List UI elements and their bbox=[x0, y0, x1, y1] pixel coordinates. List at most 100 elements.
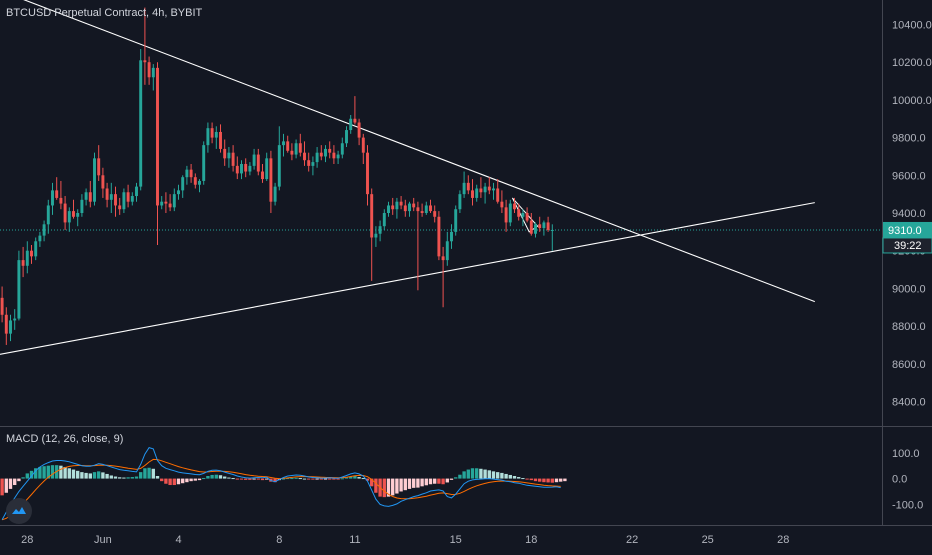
candle-body bbox=[177, 190, 180, 195]
macd-hist-bar bbox=[311, 478, 315, 480]
macd-hist-bar bbox=[92, 472, 97, 479]
macd-hist-bar bbox=[412, 478, 416, 488]
macd-hist-bar bbox=[550, 478, 554, 483]
candle-body bbox=[504, 207, 508, 223]
candle-body bbox=[374, 233, 378, 238]
candle-body bbox=[307, 160, 311, 166]
macd-hist-bar bbox=[500, 472, 504, 479]
candle-body bbox=[483, 186, 487, 193]
candle-body bbox=[189, 169, 193, 178]
price-tick-label: 9800.0 bbox=[892, 133, 926, 145]
macd-hist-bar bbox=[512, 476, 517, 479]
macd-pane bbox=[0, 447, 567, 521]
macd-hist-bar bbox=[76, 470, 80, 479]
candle-body bbox=[256, 154, 260, 172]
macd-hist-bar bbox=[4, 478, 8, 493]
candle-body bbox=[151, 67, 155, 78]
trendlines[interactable] bbox=[0, 0, 815, 355]
trendline[interactable] bbox=[0, 0, 815, 303]
candle-body bbox=[63, 203, 67, 223]
macd-hist-bar bbox=[458, 474, 462, 479]
price-tick-label: 8400.0 bbox=[892, 396, 926, 408]
candle-body bbox=[303, 152, 306, 161]
macd-hist-bar bbox=[8, 478, 13, 489]
macd-hist-bar bbox=[470, 468, 475, 479]
candle-body bbox=[231, 152, 235, 166]
macd-hist-bar bbox=[328, 478, 332, 480]
macd-hist-bar bbox=[559, 478, 563, 482]
time-tick-label: 11 bbox=[349, 534, 360, 546]
candle-body bbox=[156, 67, 159, 206]
candle-body bbox=[67, 211, 71, 223]
macd-hist-bar bbox=[97, 471, 101, 479]
candle-body bbox=[122, 192, 126, 210]
chart-title: BTCUSD Perpetual Contract, 4h, BYBIT bbox=[6, 7, 203, 19]
macd-hist-bar bbox=[416, 478, 420, 488]
candle-body bbox=[269, 158, 273, 202]
candle-body bbox=[118, 205, 122, 210]
candle-body bbox=[139, 60, 143, 187]
countdown-value: 39:22 bbox=[894, 240, 922, 252]
macd-hist-bar bbox=[479, 468, 483, 479]
candle-body bbox=[55, 190, 59, 198]
candle-body bbox=[328, 148, 332, 153]
candle-body bbox=[193, 177, 197, 185]
macd-hist-bar bbox=[424, 478, 428, 486]
macd-hist-bar bbox=[197, 478, 202, 481]
macd-hist-bar bbox=[88, 473, 92, 479]
time-tick-label: 4 bbox=[175, 534, 181, 546]
macd-hist-bar bbox=[164, 478, 168, 484]
candle-body bbox=[160, 201, 164, 206]
candle-body bbox=[525, 213, 529, 221]
candle-body bbox=[202, 145, 206, 181]
price-tick-label: 9400.0 bbox=[892, 208, 926, 220]
macd-hist-bar bbox=[202, 478, 206, 480]
macd-hist-bar bbox=[365, 478, 370, 481]
time-tick-label: 28 bbox=[21, 534, 33, 546]
candle-series bbox=[0, 7, 554, 345]
macd-hist-bar bbox=[181, 478, 185, 484]
macd-hist-bar bbox=[67, 468, 71, 479]
macd-hist-bar bbox=[206, 476, 210, 479]
candle-body bbox=[46, 205, 50, 225]
candle-body bbox=[454, 209, 458, 232]
candle-body bbox=[538, 224, 542, 229]
macd-hist-bar bbox=[294, 477, 298, 479]
macd-hist-bar bbox=[319, 478, 323, 480]
candle-body bbox=[332, 152, 336, 159]
macd-hist-bar bbox=[420, 478, 424, 487]
candle-body bbox=[529, 220, 533, 234]
candle-body bbox=[210, 128, 214, 138]
macd-hist-bar bbox=[248, 478, 252, 480]
macd-hist-bar bbox=[143, 468, 147, 479]
candle-body bbox=[72, 211, 75, 217]
macd-hist-bar bbox=[63, 466, 67, 479]
macd-hist-bar bbox=[344, 477, 349, 479]
trendline[interactable] bbox=[0, 202, 815, 355]
macd-hist-bar bbox=[185, 478, 189, 483]
candle-body bbox=[534, 224, 537, 234]
macd-hist-bar bbox=[391, 478, 395, 496]
macd-hist-bar bbox=[105, 473, 109, 479]
candle-body bbox=[542, 222, 546, 229]
macd-hist-bar bbox=[109, 475, 113, 479]
macd-hist-bar bbox=[168, 478, 172, 486]
candle-body bbox=[366, 152, 369, 195]
tradingview-logo-icon[interactable] bbox=[6, 498, 32, 524]
macd-hist-bar bbox=[403, 478, 407, 491]
candle-body bbox=[214, 131, 218, 138]
macd-hist-bar bbox=[59, 465, 63, 479]
macd-line bbox=[1, 447, 561, 521]
macd-tick-label: -100.0 bbox=[892, 499, 923, 511]
macd-hist-bar bbox=[126, 477, 130, 479]
macd-hist-bar bbox=[151, 468, 155, 479]
macd-hist-bar bbox=[508, 474, 512, 479]
candle-body bbox=[261, 171, 264, 180]
candle-body bbox=[466, 182, 470, 191]
triangle-drawing[interactable] bbox=[511, 197, 539, 233]
candle-body bbox=[437, 216, 441, 257]
macd-hist-bar bbox=[42, 466, 46, 479]
macd-tick-label: 100.0 bbox=[892, 448, 920, 460]
